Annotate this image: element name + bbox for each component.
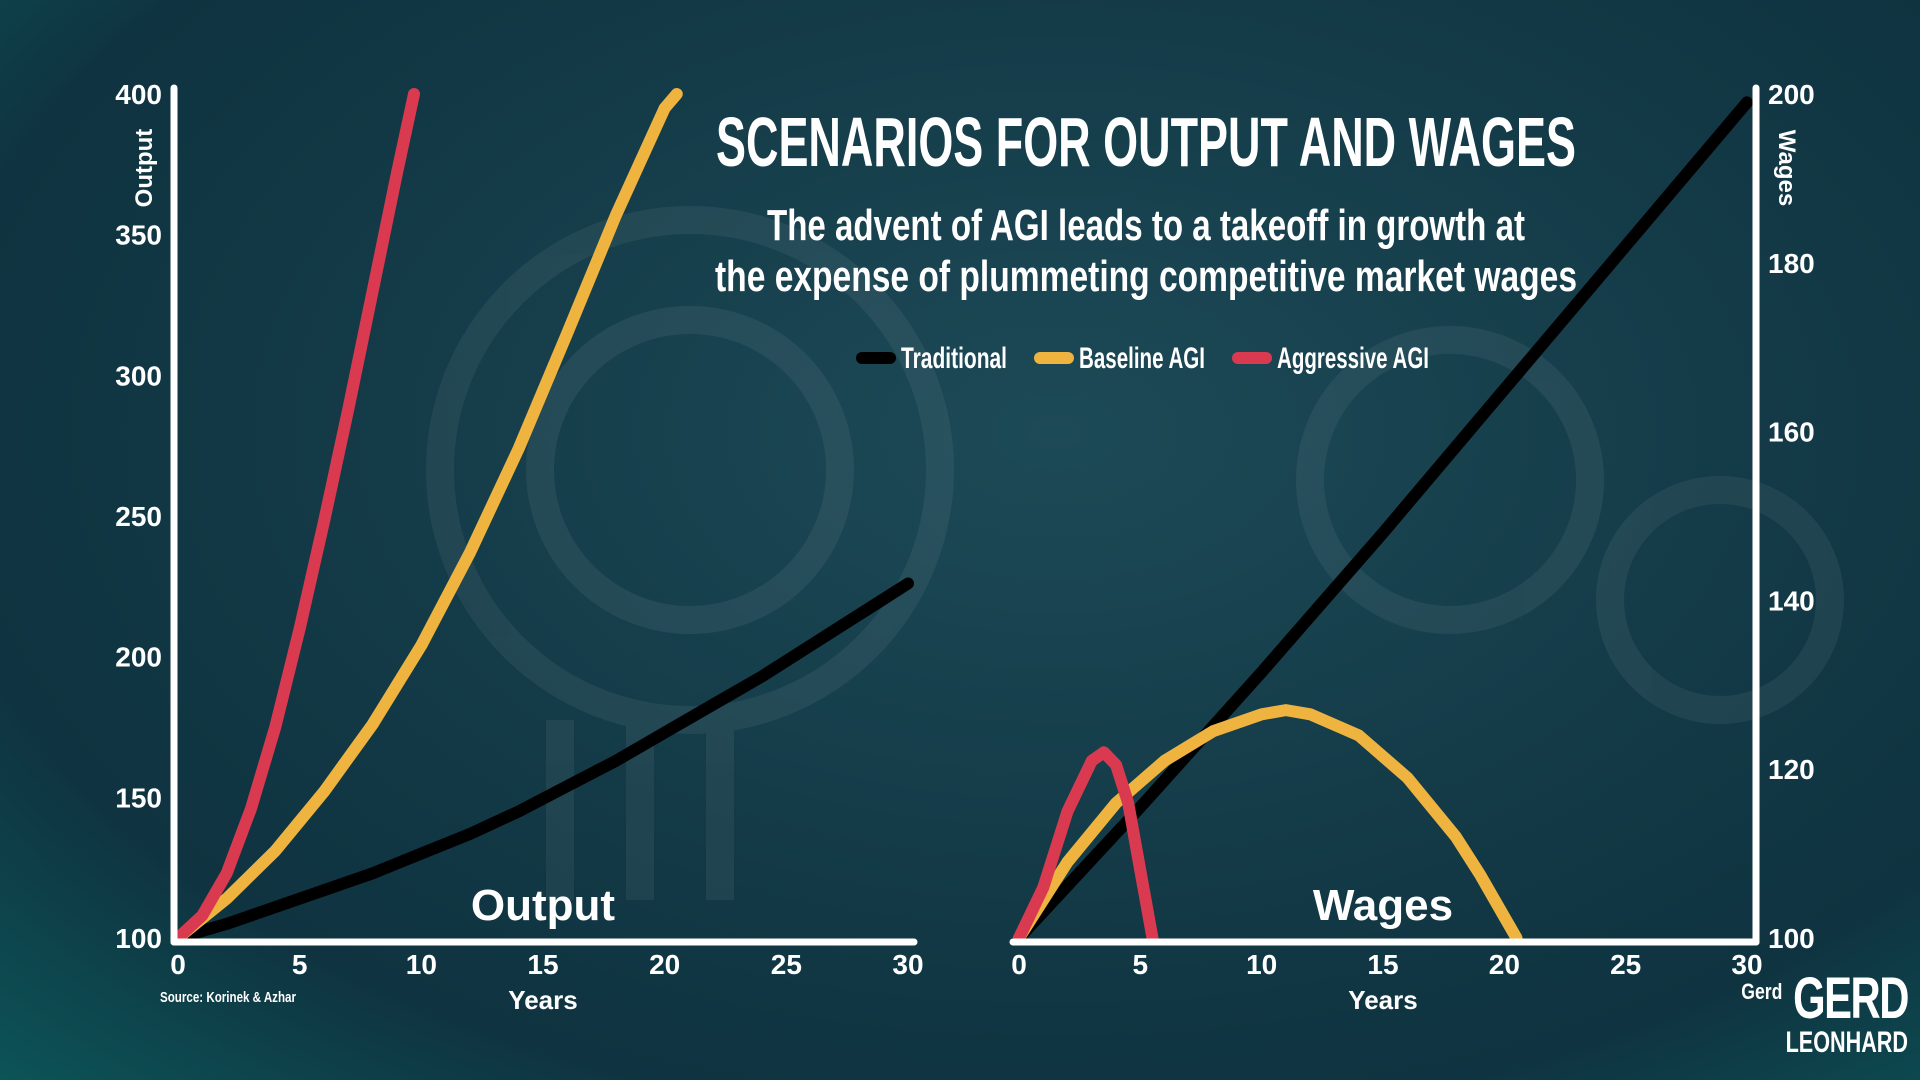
legend-label-traditional: Traditional xyxy=(901,342,1007,375)
panel-title-wages: Wages xyxy=(1313,881,1453,930)
x-tick-label: 5 xyxy=(292,949,308,980)
y-tick-label: 300 xyxy=(115,360,162,391)
y-tick-label: 250 xyxy=(115,501,162,532)
y-tick-label: 350 xyxy=(115,220,162,251)
x-tick-label: 25 xyxy=(771,949,802,980)
gerd-leonhard-logo: GERD LEONHARD xyxy=(1738,966,1910,1059)
x-tick-label: 30 xyxy=(1731,949,1762,980)
y-tick-label: 200 xyxy=(115,642,162,673)
chart-title: SCENARIOS FOR OUTPUT AND WAGES xyxy=(716,103,1576,181)
brand-line1: GERD xyxy=(1793,966,1909,1031)
y-tick-label: 140 xyxy=(1768,585,1815,616)
x-axis-label: Years xyxy=(1348,985,1417,1015)
x-tick-label: 20 xyxy=(649,949,680,980)
brand-line2: LEONHARD xyxy=(1785,1026,1908,1059)
y-tick-label: 100 xyxy=(1768,923,1815,954)
x-tick-label: 25 xyxy=(1610,949,1641,980)
series-line-aggressive-agi-output xyxy=(172,88,420,944)
y-axis-label: Output xyxy=(131,129,158,208)
x-tick-label: 0 xyxy=(1011,949,1027,980)
y-tick-label: 150 xyxy=(115,782,162,813)
y-tick-label: 200 xyxy=(1768,79,1815,110)
y-axis-label: Wages xyxy=(1773,130,1800,206)
gerd-small-logo: Gerd xyxy=(1740,979,1782,1004)
x-tick-label: 10 xyxy=(1246,949,1277,980)
x-tick-label: 30 xyxy=(892,949,923,980)
background-pattern xyxy=(426,206,1844,900)
legend: Traditional Baseline AGI Aggressive AGI xyxy=(856,342,1429,375)
y-tick-label: 400 xyxy=(115,79,162,110)
x-tick-label: 0 xyxy=(170,949,186,980)
series-line-aggressive-agi-wages xyxy=(1013,746,1159,944)
source-note: Source: Korinek & Azhar xyxy=(160,989,296,1006)
output-chart: 0 5 10 15 20 25 30 100 150 200 250 300 350 400 Years Ou… xyxy=(115,79,923,1015)
x-axis-label: Years xyxy=(508,985,577,1015)
legend-label-aggressive-agi: Aggressive AGI xyxy=(1277,342,1429,375)
y-tick-label: 160 xyxy=(1768,417,1815,448)
legend-label-baseline-agi: Baseline AGI xyxy=(1079,342,1205,375)
panel-title-output: Output xyxy=(471,881,616,930)
chart-subtitle-line1: The advent of AGI leads to a takeoff in … xyxy=(767,201,1525,250)
x-tick-label: 15 xyxy=(527,949,558,980)
series-line-traditional-output xyxy=(172,577,914,944)
series-line-traditional-wages xyxy=(1013,96,1753,944)
y-tick-label: 120 xyxy=(1768,754,1815,785)
chart-subtitle-line2: the expense of plummeting competitive ma… xyxy=(715,252,1577,301)
x-tick-label: 20 xyxy=(1489,949,1520,980)
x-tick-label: 5 xyxy=(1133,949,1149,980)
x-tick-label: 15 xyxy=(1367,949,1398,980)
x-tick-label: 10 xyxy=(406,949,437,980)
y-tick-label: 100 xyxy=(115,923,162,954)
series-line-baseline-agi-output xyxy=(172,88,683,944)
y-tick-label: 180 xyxy=(1768,248,1815,279)
